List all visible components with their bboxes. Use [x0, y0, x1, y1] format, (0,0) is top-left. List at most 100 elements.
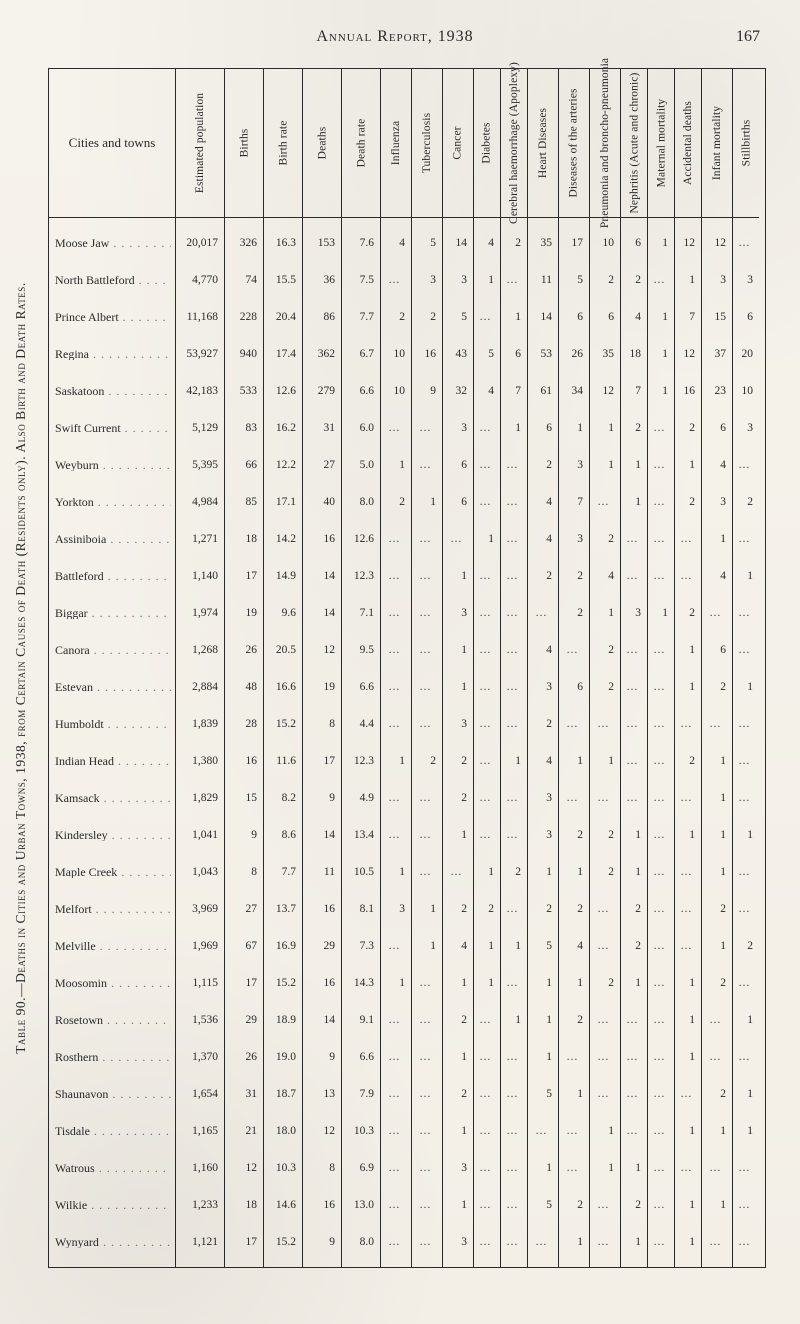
column-nephritis: Nephritis (Acute and chronic)624187211……… — [621, 69, 648, 1267]
table-cell: 27 — [227, 903, 261, 915]
table-cell: 2 — [704, 977, 730, 989]
table-cell: 2 — [677, 607, 699, 619]
table-cell: … — [650, 533, 672, 545]
table-cell: … — [592, 903, 618, 915]
table-cell: 2 — [561, 1014, 587, 1026]
table-cell: 4 — [530, 755, 556, 767]
table-cell: … — [414, 607, 440, 619]
table-cell: … — [592, 1236, 618, 1248]
column-cells: 1533686362279312740161414121981791411162… — [303, 218, 341, 1267]
city-row: Prince Albert — [55, 311, 171, 323]
table-cell: 86 — [305, 311, 339, 323]
city-row: Swift Current — [55, 422, 171, 434]
city-row: Moosomin — [55, 977, 171, 989]
city-row: Rosthern — [55, 1051, 171, 1063]
table-cell: … — [561, 1051, 587, 1063]
table-cell: … — [414, 977, 440, 989]
table-cell: 4 — [623, 311, 645, 323]
city-row: Watrous — [55, 1162, 171, 1174]
table-cell: 1 — [650, 311, 672, 323]
city-row: Humboldt — [55, 718, 171, 730]
column-head: Maternal mortality — [648, 69, 674, 218]
table-cell: … — [503, 496, 525, 508]
table-cell: 10.3 — [266, 1162, 300, 1174]
table-cell: 1 — [530, 1014, 556, 1026]
table-cell: 1 — [735, 1014, 757, 1026]
table-cell: 1,140 — [178, 570, 222, 582]
table-cell: … — [677, 1162, 699, 1174]
table-cell: 1 — [592, 422, 618, 434]
table-cell: … — [414, 422, 440, 434]
table-cell: 7 — [623, 385, 645, 397]
table-cell: 10 — [592, 237, 618, 249]
column-head: Infant mortality — [702, 69, 732, 218]
table-cell: … — [650, 1199, 672, 1211]
column-head: Heart Diseases — [528, 69, 558, 218]
table-cell: 1 — [476, 940, 498, 952]
table-cell: 1,370 — [178, 1051, 222, 1063]
table-cell: 2 — [561, 903, 587, 915]
city-row: North Battleford — [55, 274, 171, 286]
city-row: Assiniboia — [55, 533, 171, 545]
city-row: Estevan — [55, 681, 171, 693]
table-cell: 1 — [561, 1236, 587, 1248]
table-cell: … — [503, 829, 525, 841]
table-cell: 12 — [677, 348, 699, 360]
table-cell: 2 — [623, 1199, 645, 1211]
table-cell: … — [650, 755, 672, 767]
table-cell: 11,168 — [178, 311, 222, 323]
table-cell: … — [735, 1199, 757, 1211]
column-head: Accidental deaths — [675, 69, 701, 218]
table-cell: 2 — [445, 1088, 471, 1100]
table-cell: 3 — [530, 829, 556, 841]
table-cell: … — [677, 940, 699, 952]
table-cell: 1,839 — [178, 718, 222, 730]
table-cell: 5 — [476, 348, 498, 360]
table-cell: … — [623, 755, 645, 767]
table-cell: 14 — [445, 237, 471, 249]
table-cell: 12.2 — [266, 459, 300, 471]
table-cell: 1 — [414, 903, 440, 915]
column-head: Births — [225, 69, 263, 218]
table-cell: 1 — [445, 570, 471, 582]
column-cells: 351114536162442…4324331251115…15… — [528, 218, 558, 1267]
table-cell: 7.5 — [344, 274, 378, 286]
table-cell: 1 — [623, 496, 645, 508]
table-cell: 17.4 — [266, 348, 300, 360]
city-row: Kamsack — [55, 792, 171, 804]
table-cell: … — [530, 607, 556, 619]
table-cell: 1 — [650, 607, 672, 619]
table-cell: 1 — [414, 496, 440, 508]
table-cell: 5 — [414, 237, 440, 249]
table-cell: 19 — [227, 607, 261, 619]
table-cell: 2 — [445, 755, 471, 767]
table-cell: 2 — [592, 274, 618, 286]
table-cell: 3 — [445, 422, 471, 434]
table-cell: 1 — [445, 1051, 471, 1063]
table-cell: 16.9 — [266, 940, 300, 952]
table-cell: … — [592, 496, 618, 508]
column-cancer: Cancer14354332366…13113221…2412121313 — [443, 69, 474, 1267]
table-cell: 279 — [305, 385, 339, 397]
table-cell: … — [503, 977, 525, 989]
table-cell: … — [476, 1236, 498, 1248]
table-cell: … — [650, 422, 672, 434]
page-number: 167 — [736, 28, 760, 46]
table-cell: 83 — [227, 422, 261, 434]
table-cell: 6 — [592, 311, 618, 323]
table-cell: 1,974 — [178, 607, 222, 619]
table-cell: 2 — [530, 570, 556, 582]
table-cell: 1 — [735, 570, 757, 582]
table-cell: 4,984 — [178, 496, 222, 508]
table-cell: 15.2 — [266, 718, 300, 730]
table-cell: 7 — [561, 496, 587, 508]
table-cell: 1 — [677, 1199, 699, 1211]
table-cell: … — [735, 755, 757, 767]
table-cell: 29 — [305, 940, 339, 952]
table-cell: 1 — [735, 681, 757, 693]
table-cell: 26 — [227, 1051, 261, 1063]
table-cell: … — [445, 533, 471, 545]
table-cell: 9.6 — [266, 607, 300, 619]
table-cell: 3 — [530, 681, 556, 693]
table-cell: … — [476, 459, 498, 471]
